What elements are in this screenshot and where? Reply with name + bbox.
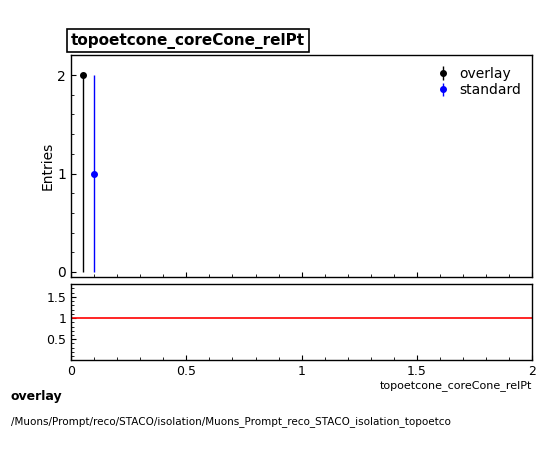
Text: overlay: overlay [11, 390, 63, 403]
Text: topoetcone_coreCone_relPt: topoetcone_coreCone_relPt [71, 32, 305, 49]
X-axis label: topoetcone_coreCone_relPt: topoetcone_coreCone_relPt [380, 380, 532, 390]
Text: /Muons/Prompt/reco/STACO/isolation/Muons_Prompt_reco_STACO_isolation_topoetco: /Muons/Prompt/reco/STACO/isolation/Muons… [11, 416, 451, 427]
Y-axis label: Entries: Entries [40, 142, 55, 190]
Legend: overlay, standard: overlay, standard [429, 62, 525, 102]
